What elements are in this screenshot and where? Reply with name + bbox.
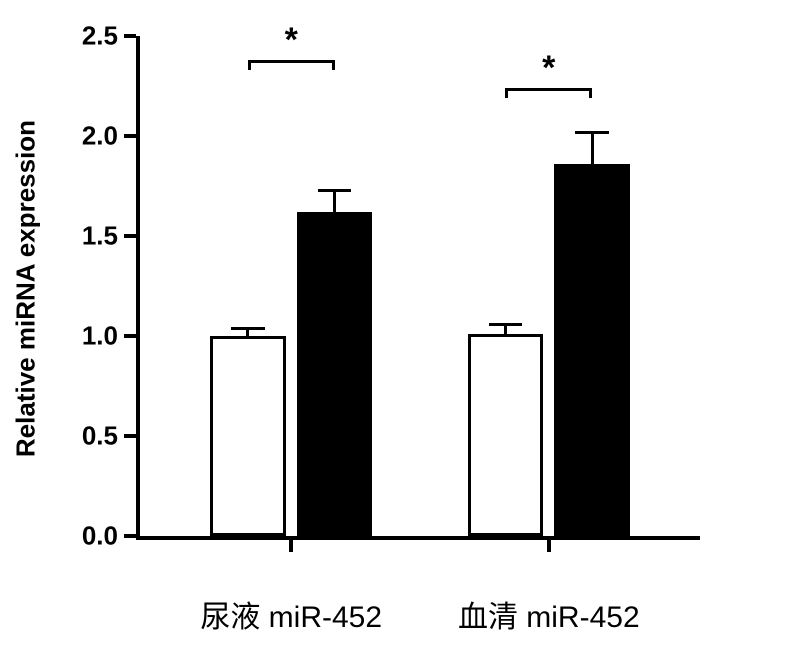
bar-group1-control — [468, 334, 544, 536]
bar-group1-treated — [554, 164, 630, 536]
err-cap-1 — [318, 189, 352, 192]
sig-dl-0 — [248, 60, 251, 70]
sig-dr-0 — [332, 60, 335, 70]
y-tick-5 — [124, 34, 136, 38]
err-v-2 — [504, 324, 507, 334]
y-axis-line — [136, 36, 140, 540]
err-v-3 — [591, 132, 594, 164]
y-tick-2 — [124, 334, 136, 338]
y-tick-0 — [124, 534, 136, 538]
x-axis-line — [136, 536, 700, 540]
y-tick-4 — [124, 134, 136, 138]
y-axis-title: Relative miRNA expression — [11, 109, 42, 469]
y-tick-label-0: 0.0 — [64, 521, 118, 552]
bar-group0-control — [210, 336, 286, 536]
x-label-0: 尿液 miR-452 — [200, 592, 382, 636]
err-v-1 — [333, 190, 336, 212]
sig-star-0: * — [285, 21, 298, 60]
bar-chart-figure: Relative miRNA expression 0.0 0.5 1.0 1.… — [0, 0, 789, 662]
x-tick-0 — [289, 540, 293, 552]
y-tick-1 — [124, 434, 136, 438]
sig-star-1: * — [542, 49, 555, 88]
y-tick-label-2: 1.0 — [64, 321, 118, 352]
x-label-1: 血清 miR-452 — [458, 592, 640, 636]
err-cap-3 — [575, 131, 609, 134]
sig-h-0 — [248, 60, 335, 63]
err-cap-2 — [489, 323, 523, 326]
err-cap-0 — [231, 327, 265, 330]
sig-h-1 — [505, 88, 592, 91]
sig-dr-1 — [589, 88, 592, 98]
sig-dl-1 — [505, 88, 508, 98]
y-tick-label-1: 0.5 — [64, 421, 118, 452]
bar-group0-treated — [297, 212, 373, 536]
y-tick-3 — [124, 234, 136, 238]
x-tick-1 — [547, 540, 551, 552]
y-tick-label-5: 2.5 — [64, 21, 118, 52]
y-tick-label-3: 1.5 — [64, 221, 118, 252]
y-tick-label-4: 2.0 — [64, 121, 118, 152]
